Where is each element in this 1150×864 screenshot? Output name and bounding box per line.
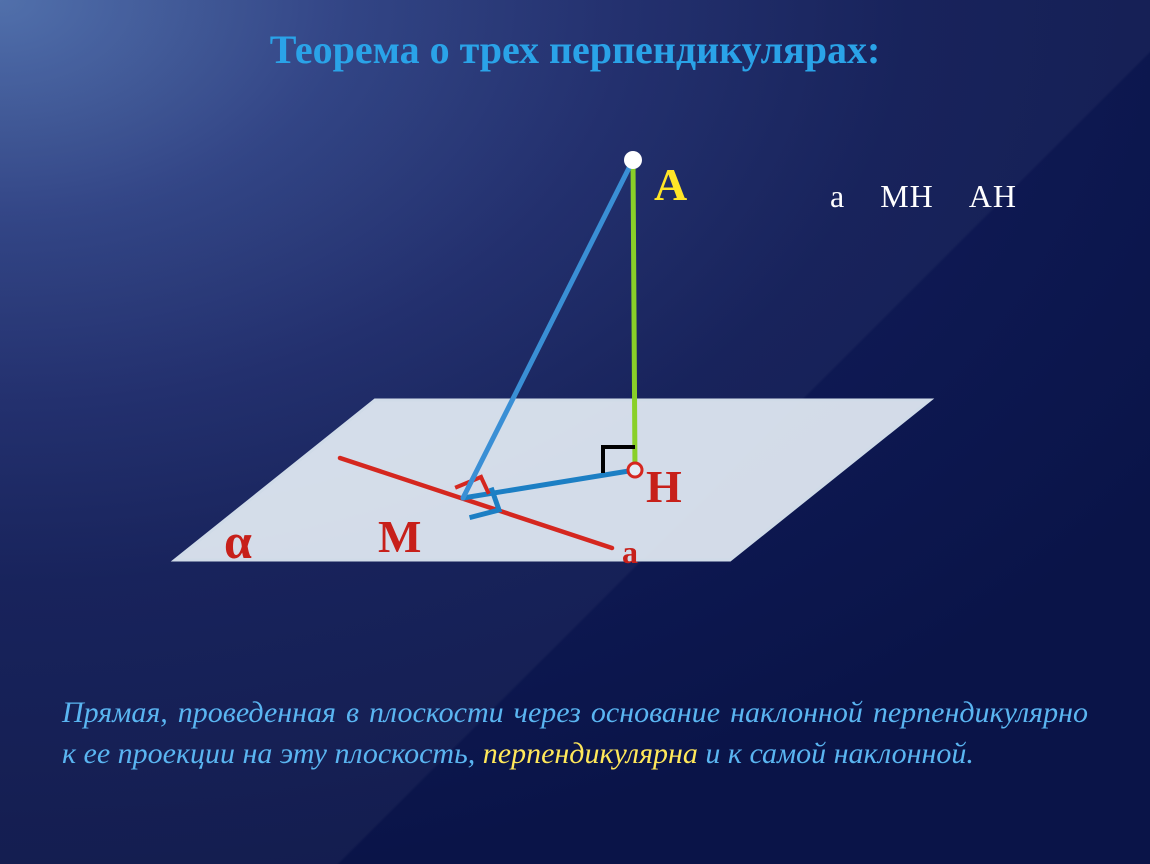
segment-ah — [633, 160, 635, 470]
slide: Теорема о трех перпендикулярах: a МН АН … — [0, 0, 1150, 864]
label-point-h: Н — [646, 460, 682, 513]
label-point-a: A — [654, 158, 687, 211]
label-plane-alpha: α — [224, 512, 252, 570]
point-h — [628, 463, 642, 477]
label-point-m: М — [378, 510, 421, 563]
theorem-statement: Прямая, проведенная в плоскости через ос… — [62, 693, 1088, 774]
point-a — [624, 151, 642, 169]
theorem-keyword: перпендикулярна — [483, 737, 698, 770]
label-line-a: a — [622, 534, 638, 571]
plane-alpha — [175, 400, 930, 560]
theorem-part2: и к самой наклонной. — [698, 737, 974, 770]
